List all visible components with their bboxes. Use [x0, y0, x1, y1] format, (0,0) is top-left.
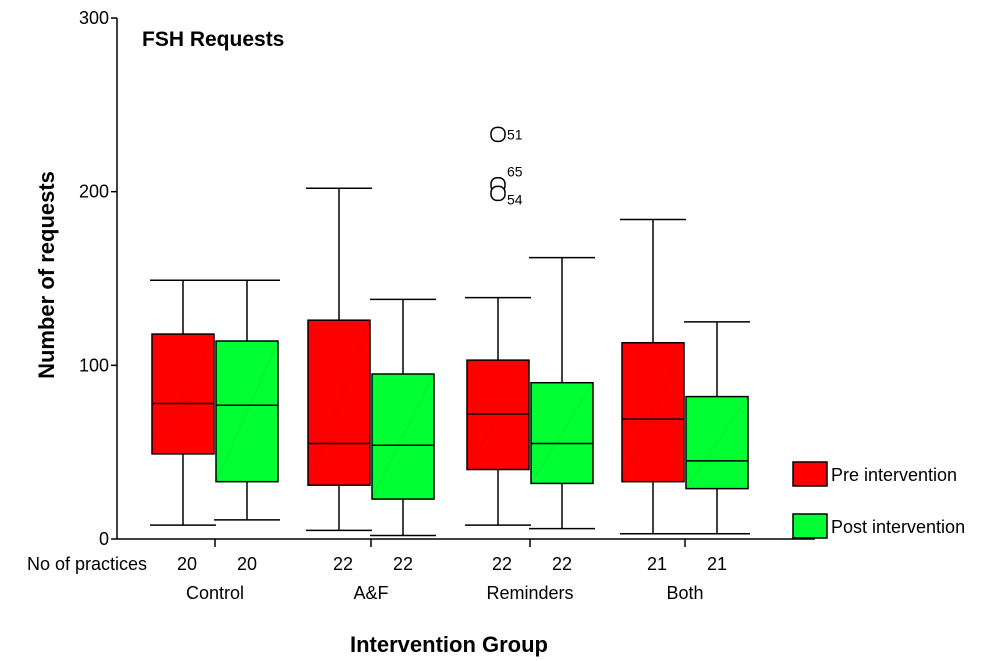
box-post-af [370, 298, 436, 537]
box-pre-both [620, 218, 686, 535]
box-plot-series: 51 65 54 [150, 126, 750, 537]
box-post-reminders [529, 256, 595, 530]
box-shading [371, 373, 435, 500]
practices-label: No of practices [27, 554, 147, 574]
practice-count: 20 [177, 554, 197, 574]
practice-count: 22 [393, 554, 413, 574]
legend: Pre intervention Post intervention [792, 461, 965, 539]
box-shading [215, 340, 279, 482]
box-shading [466, 359, 530, 470]
x-category-label: Reminders [486, 583, 573, 603]
iqr-box [530, 381, 594, 485]
y-axis-label: Number of requests [34, 171, 59, 379]
box-shading [685, 396, 749, 489]
practice-count: 20 [237, 554, 257, 574]
iqr-box [151, 333, 215, 455]
x-axis-label: Intervention Group [350, 632, 548, 657]
y-tick-label: 300 [79, 8, 109, 28]
y-tick-label: 200 [79, 182, 109, 202]
box-shading [530, 382, 594, 484]
iqr-box [466, 359, 530, 471]
y-tick-label: 100 [79, 355, 109, 375]
legend-label: Post intervention [831, 517, 965, 537]
iqr-box [371, 373, 435, 500]
outlier-label: 54 [507, 191, 523, 207]
box-pre-control [150, 279, 216, 526]
box-pre-af [306, 187, 372, 532]
box-post-both [684, 321, 750, 535]
practice-count: 22 [492, 554, 512, 574]
y-tick-label: 0 [99, 529, 109, 549]
box-shading [151, 333, 215, 455]
legend-swatch [792, 513, 828, 539]
iqr-box [685, 395, 749, 490]
iqr-box [215, 340, 279, 483]
outlier-label: 65 [507, 164, 523, 180]
box-pre-reminders: 51 65 54 [465, 126, 531, 526]
practice-count: 21 [647, 554, 667, 574]
outlier-point [490, 185, 506, 202]
iqr-box [307, 319, 371, 486]
box-post-control [214, 279, 280, 521]
outlier-label: 51 [507, 126, 523, 142]
practice-count: 22 [333, 554, 353, 574]
iqr-box [621, 342, 685, 483]
x-category-label: A&F [353, 583, 388, 603]
legend-swatch [792, 461, 828, 487]
practice-count: 22 [552, 554, 572, 574]
x-category-label: Control [186, 583, 244, 603]
chart-title: FSH Requests [142, 28, 284, 51]
practice-count: 21 [707, 554, 727, 574]
box-shading [621, 342, 685, 482]
legend-label: Pre intervention [831, 465, 957, 485]
outlier-point [490, 126, 506, 143]
box-shading [307, 320, 371, 486]
x-category-label: Both [666, 583, 703, 603]
